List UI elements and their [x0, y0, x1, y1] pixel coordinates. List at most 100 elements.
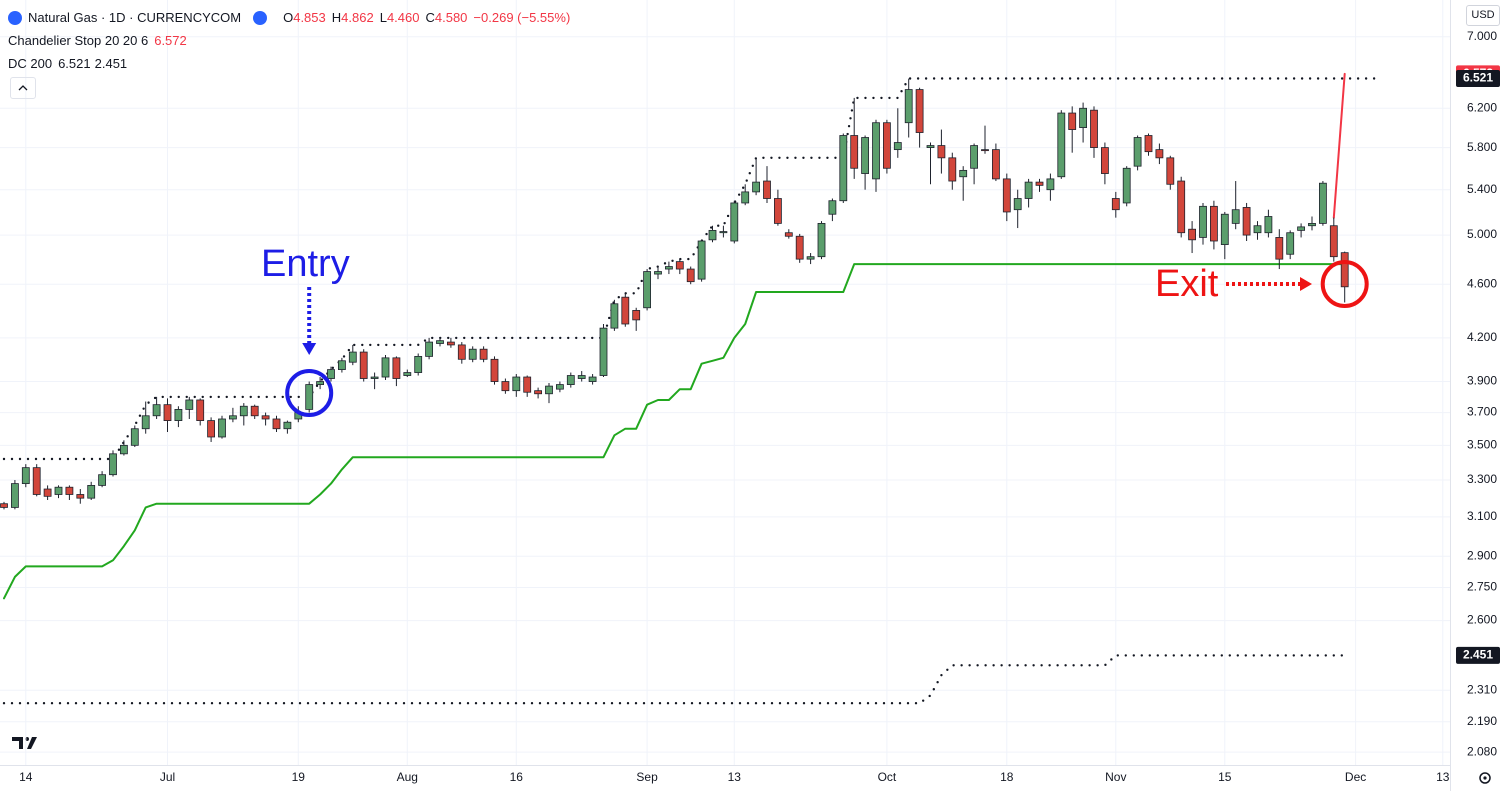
- candle-body: [730, 202, 739, 242]
- candle-body: [904, 89, 913, 124]
- candle-body: [501, 381, 510, 392]
- price-badge: [1456, 70, 1500, 88]
- indicator-row: Chandelier Stop 20 20 6 6.572: [8, 29, 576, 52]
- candle-body: [915, 89, 924, 133]
- candle-body: [1035, 181, 1044, 186]
- x-tick-label: Oct: [878, 770, 897, 784]
- y-tick-label: 3.900: [1467, 374, 1497, 388]
- currency-button[interactable]: USD: [1466, 5, 1500, 26]
- collapse-button[interactable]: [10, 77, 36, 99]
- readout-value: −0.269 (−5.55%): [473, 10, 571, 25]
- y-tick-label: 2.080: [1467, 744, 1497, 758]
- candle-body: [784, 232, 793, 237]
- candle-body: [392, 357, 401, 379]
- candle-body: [141, 415, 150, 430]
- candle-body: [1068, 112, 1077, 130]
- candle-body: [359, 351, 368, 379]
- y-tick-label: 3.300: [1467, 472, 1497, 486]
- candle-body: [763, 180, 771, 199]
- readout-label: L: [379, 10, 387, 25]
- candle-body: [21, 467, 30, 485]
- candle-body: [32, 467, 41, 495]
- candle-body: [534, 390, 542, 395]
- legend: Natural Gas · 1D · CURRENCYCOM O4.853 H4.…: [8, 6, 576, 75]
- y-tick-label: 2.900: [1467, 548, 1497, 562]
- candle-body: [828, 200, 837, 215]
- candle-body: [1297, 226, 1305, 231]
- candle-body: [774, 198, 782, 224]
- candle-body: [370, 376, 379, 379]
- symbol-icon: [8, 10, 22, 25]
- candle-body: [163, 404, 172, 421]
- candle-body: [1013, 198, 1022, 211]
- y-tick-label: 3.100: [1467, 509, 1497, 523]
- annotation-text: Exit: [1155, 263, 1219, 305]
- candle-body: [1275, 237, 1284, 260]
- candle-body: [872, 122, 880, 180]
- candle-body: [686, 268, 695, 283]
- y-tick-label: 5.800: [1467, 140, 1497, 154]
- candle-body: [348, 351, 357, 363]
- readout-value: 4.580: [434, 10, 468, 25]
- candle-body: [1231, 209, 1240, 224]
- grid: [0, 0, 1450, 765]
- candle-body: [228, 415, 237, 420]
- y-tick-label: 2.600: [1467, 613, 1497, 627]
- candle-body: [250, 405, 259, 417]
- annotation-circle: [285, 369, 334, 417]
- candle-body: [850, 135, 859, 169]
- candle-body: [654, 271, 662, 275]
- candle-body: [1242, 207, 1251, 236]
- candle-body: [806, 256, 815, 260]
- candle-body: [1166, 157, 1175, 185]
- readout-label: C: [425, 10, 435, 25]
- x-tick-label: 19: [292, 770, 306, 784]
- candle-body: [1133, 137, 1142, 167]
- candle-body: [741, 191, 750, 204]
- candle-body: [937, 145, 946, 159]
- readout-label: H: [331, 10, 342, 25]
- candle-body: [218, 418, 226, 438]
- candle-body: [316, 381, 325, 385]
- candle-body: [566, 375, 575, 385]
- indicator-value: 6.572: [154, 33, 187, 48]
- candle-body: [610, 303, 619, 329]
- candle-body: [577, 375, 586, 379]
- x-tick-label: Sep: [636, 770, 658, 784]
- readout-label: O: [283, 10, 294, 25]
- replay-button[interactable]: [253, 10, 268, 25]
- candle-body: [512, 376, 521, 392]
- candle-body: [719, 231, 728, 234]
- ohlc-readout: O4.853 H4.862 L4.460 C4.580 −0.269 (−5.55%): [283, 11, 576, 24]
- candle-body: [817, 223, 826, 258]
- indicator-value: 2.451: [94, 56, 128, 71]
- candle-body: [1319, 182, 1327, 224]
- candle-body: [10, 483, 19, 508]
- chevron: [18, 85, 28, 91]
- candle-body: [272, 418, 281, 430]
- candle-body: [599, 327, 608, 376]
- annotation-arrowhead: [302, 343, 317, 355]
- candle-body: [446, 341, 455, 346]
- candle-body: [1079, 107, 1087, 128]
- readout-item: −0.269 (−5.55%): [473, 10, 570, 25]
- y-tick-label: 5.000: [1467, 227, 1497, 241]
- y-tick-label: 5.400: [1467, 182, 1497, 196]
- x-tick-label: Nov: [1105, 770, 1126, 784]
- x-tick-label: 15: [1218, 770, 1232, 784]
- candle-body: [861, 137, 869, 174]
- candle-body: [893, 142, 902, 151]
- candle-body: [261, 415, 270, 420]
- candle-body: [152, 404, 161, 417]
- x-tick-label: 14: [19, 770, 33, 784]
- candle-body: [130, 428, 139, 446]
- candle-body: [207, 420, 216, 438]
- price-badge-label: 2.451: [1463, 648, 1493, 662]
- candle-body: [1177, 180, 1186, 234]
- x-tick-label: Dec: [1345, 770, 1366, 784]
- settings-icon[interactable]: [1479, 772, 1491, 784]
- readout-item: H4.862: [332, 10, 374, 25]
- candle-body: [1199, 205, 1207, 238]
- candle-body: [708, 229, 717, 241]
